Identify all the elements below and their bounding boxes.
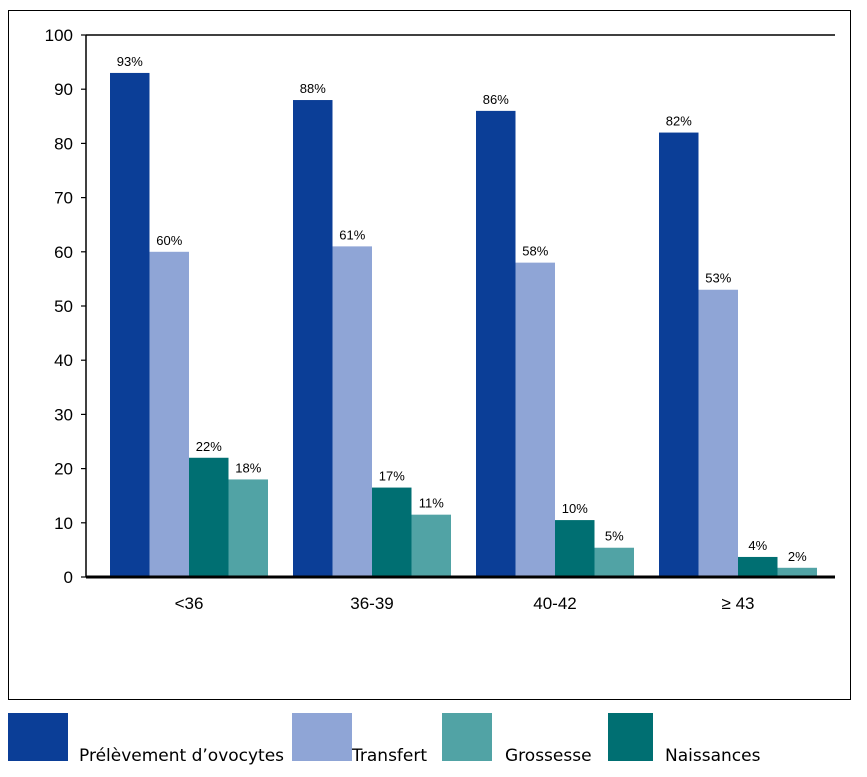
bar-data-label: 93% (117, 54, 143, 69)
bar-data-label: 58% (522, 244, 548, 259)
bar-data-label: 10% (562, 501, 588, 516)
y-tick-label: 30 (54, 405, 73, 424)
bar (332, 246, 372, 577)
bar-chart: 0 10 20 30 40 50 60 70 80 90 100 93% 60% 22% 18% 88% 61… (45, 26, 835, 613)
bar (411, 514, 451, 577)
y-tick-label: 90 (54, 80, 73, 99)
bar-data-label: 60% (156, 233, 182, 248)
data-labels: 93% 60% 22% 18% 88% 61% 17% 11% 86% 58% 10% 5% 82% 53… (117, 54, 807, 564)
bar-data-label: 2% (788, 549, 807, 564)
bar (476, 110, 516, 577)
bar (149, 251, 189, 578)
legend-label-transfert: Transfert (352, 746, 428, 766)
y-tick-label: 100 (45, 26, 73, 45)
bar (293, 100, 333, 577)
bar (594, 547, 634, 577)
bar (515, 262, 555, 577)
y-tick-label: 80 (54, 134, 73, 153)
bar-data-label: 86% (483, 92, 509, 107)
y-tick-label: 50 (54, 297, 73, 316)
x-axis: <36 36-39 40-42 ≥ 43 (86, 575, 835, 613)
bar-data-label: 18% (235, 460, 261, 475)
y-tick-label: 70 (54, 189, 73, 208)
y-tick-label: 20 (54, 460, 73, 479)
x-tick-label: 36-39 (350, 594, 393, 613)
y-tick-label: 0 (64, 568, 73, 587)
y-axis: 0 10 20 30 40 50 60 70 80 90 100 (45, 26, 835, 587)
legend-swatch-grossesse (442, 713, 492, 761)
legend-swatch-naissances (608, 713, 653, 761)
bar (698, 289, 738, 577)
bar (777, 567, 817, 577)
legend-label-naissances: Naissances (665, 746, 761, 766)
legend-swatch-prelevement (8, 713, 68, 761)
legend-label-grossesse: Grossesse (505, 746, 592, 766)
y-tick-label: 10 (54, 514, 73, 533)
bar (659, 132, 699, 577)
bar-data-label: 61% (339, 227, 365, 242)
bar-data-label: 5% (605, 529, 624, 544)
bars (110, 72, 817, 578)
bar-data-label: 53% (705, 271, 731, 286)
x-tick-label: ≥ 43 (722, 594, 755, 613)
bar (555, 520, 595, 577)
chart-frame (8, 10, 851, 700)
bar-data-label: 17% (379, 469, 405, 484)
bar-data-label: 88% (300, 81, 326, 96)
legend-label-prelevement: Prélèvement d’ovocytes (79, 746, 285, 766)
bar-data-label: 4% (748, 538, 767, 553)
bar (372, 487, 412, 577)
y-tick-label: 60 (54, 243, 73, 262)
x-tick-label: 40-42 (533, 594, 576, 613)
y-tick-label: 40 (54, 351, 73, 370)
bar (738, 556, 778, 577)
bar-data-label: 82% (666, 114, 692, 129)
x-tick-label: <36 (175, 594, 204, 613)
bar (110, 72, 150, 577)
legend-swatch-transfert (292, 713, 352, 761)
bar (189, 457, 229, 577)
bar (228, 479, 268, 577)
bar-data-label: 11% (419, 496, 444, 511)
bar-data-label: 22% (196, 439, 222, 454)
